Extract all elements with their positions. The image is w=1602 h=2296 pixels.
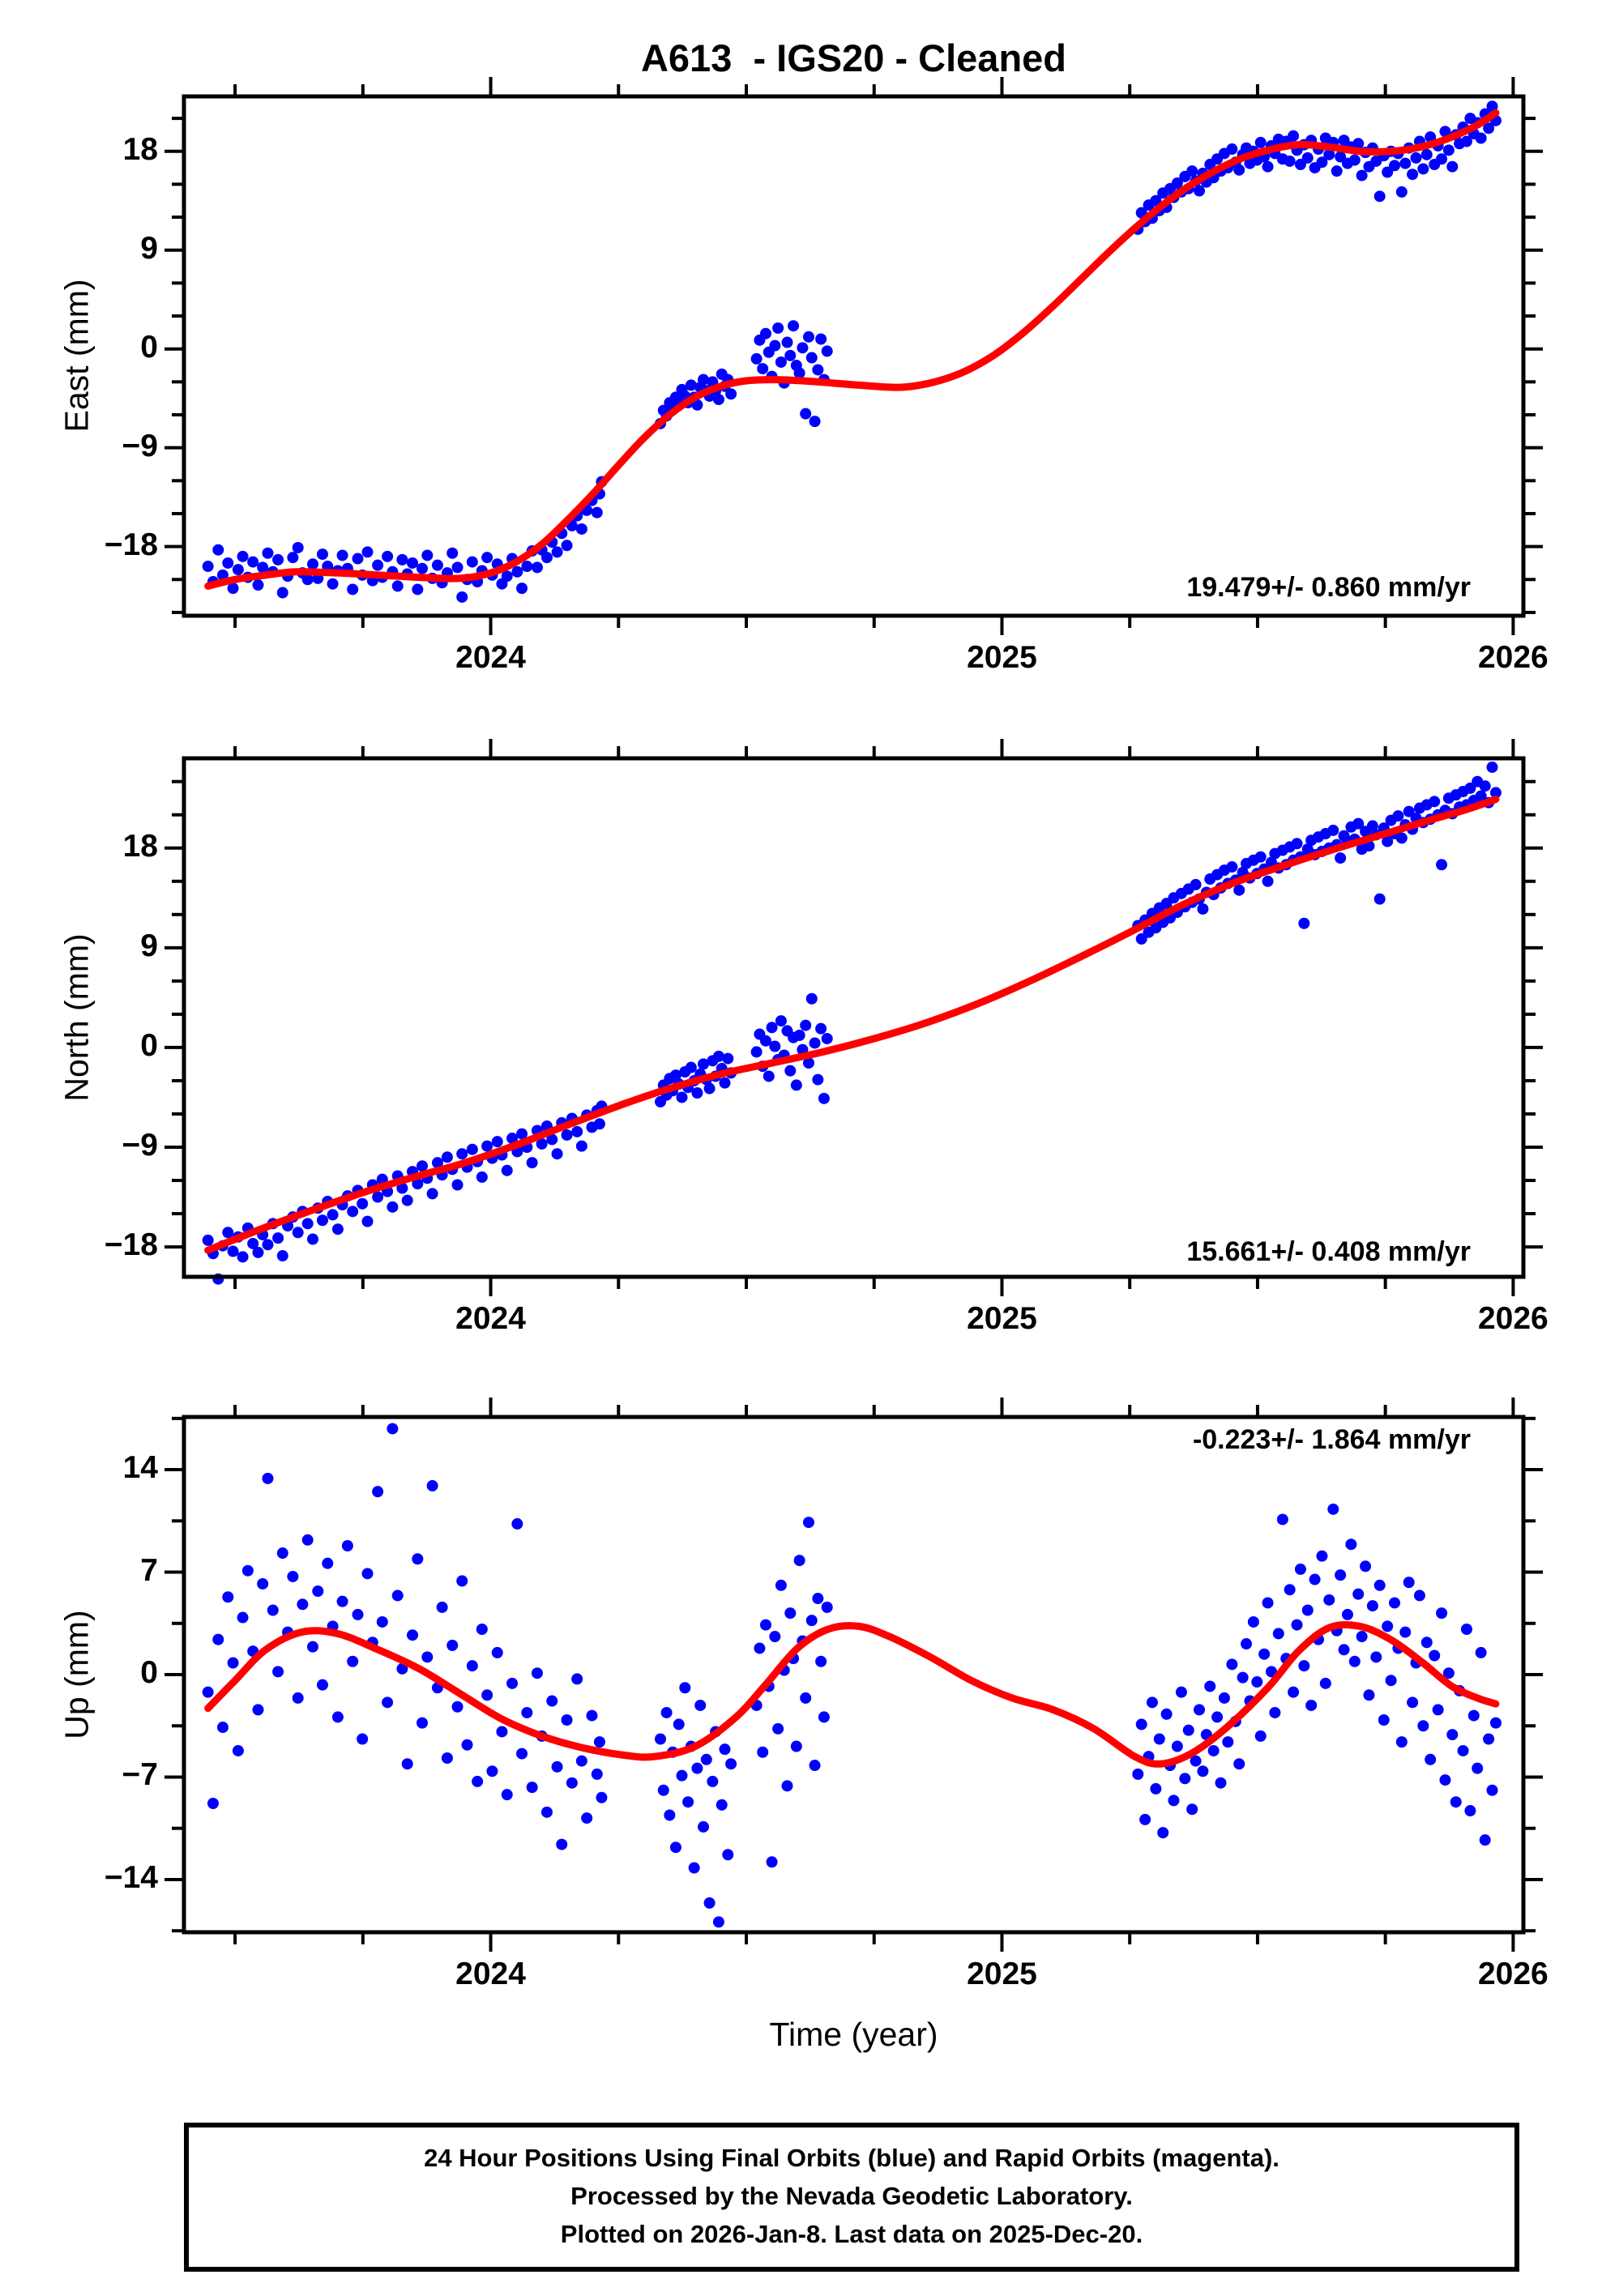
y-tick-label: −7 <box>122 1757 158 1793</box>
y-tick-label: −14 <box>104 1859 158 1895</box>
x-tick-label: 2026 <box>1477 1301 1549 1336</box>
y-tick-label: 9 <box>140 230 158 266</box>
up-axis-ticks <box>164 1398 1543 1952</box>
x-tick-label: 2024 <box>455 1301 526 1336</box>
north-panel-frame <box>182 756 1526 1279</box>
y-tick-label: 18 <box>122 828 158 864</box>
plot-title: A613 - IGS20 - Cleaned <box>640 36 1067 79</box>
caption-box: 24 Hour Positions Using Final Orbits (bl… <box>184 2123 1519 2272</box>
east-data-points <box>202 100 1502 603</box>
north-axis-ticks <box>164 739 1543 1296</box>
y-tick-label: −9 <box>122 1128 158 1163</box>
y-tick-label: 0 <box>140 1655 158 1690</box>
east-panel-frame <box>182 94 1526 618</box>
east-panel <box>164 77 1543 635</box>
x-axis-label: Time (year) <box>769 2016 938 2053</box>
x-tick-label: 2026 <box>1477 1957 1549 1991</box>
caption-line-1: 24 Hour Positions Using Final Orbits (bl… <box>424 2144 1279 2172</box>
x-tick-label: 2025 <box>967 640 1037 675</box>
rate-annotation-north: 15.661+/- 0.408 mm/yr <box>1186 1236 1471 1267</box>
up-panel <box>164 1398 1543 1952</box>
caption-line-3: Plotted on 2026-Jan-8. Last data on 2025… <box>560 2220 1143 2248</box>
y-tick-label: 7 <box>140 1552 158 1588</box>
up-data-points <box>202 1423 1502 1928</box>
caption-line-2: Processed by the Nevada Geodetic Laborat… <box>570 2182 1133 2210</box>
y-tick-label: −9 <box>122 428 158 463</box>
rate-annotation-east: 19.479+/- 0.860 mm/yr <box>1186 572 1471 603</box>
north-fit-line <box>204 796 1500 1254</box>
y-tick-label: 0 <box>140 1027 158 1063</box>
up-panel-frame <box>182 1415 1526 1935</box>
y-tick-label: 14 <box>122 1450 158 1486</box>
x-tick-label: 2025 <box>967 1957 1037 1991</box>
y-tick-label: 18 <box>122 131 158 167</box>
north-data-points <box>202 761 1502 1285</box>
up-fit-line <box>204 1620 1500 1768</box>
east-fit-line <box>204 109 1500 590</box>
x-tick-label: 2026 <box>1477 640 1549 675</box>
rate-annotation-up: -0.223+/- 1.864 mm/yr <box>1192 1424 1471 1455</box>
x-tick-label: 2024 <box>455 640 526 675</box>
north-panel <box>164 739 1543 1296</box>
y-tick-label: −18 <box>104 527 158 562</box>
y-tick-label: 9 <box>140 928 158 963</box>
x-tick-label: 2024 <box>455 1957 526 1991</box>
y-tick-label: 0 <box>140 329 158 365</box>
y-tick-label: −18 <box>104 1227 158 1263</box>
x-tick-label: 2025 <box>967 1301 1037 1336</box>
east-axis-ticks <box>164 77 1543 635</box>
